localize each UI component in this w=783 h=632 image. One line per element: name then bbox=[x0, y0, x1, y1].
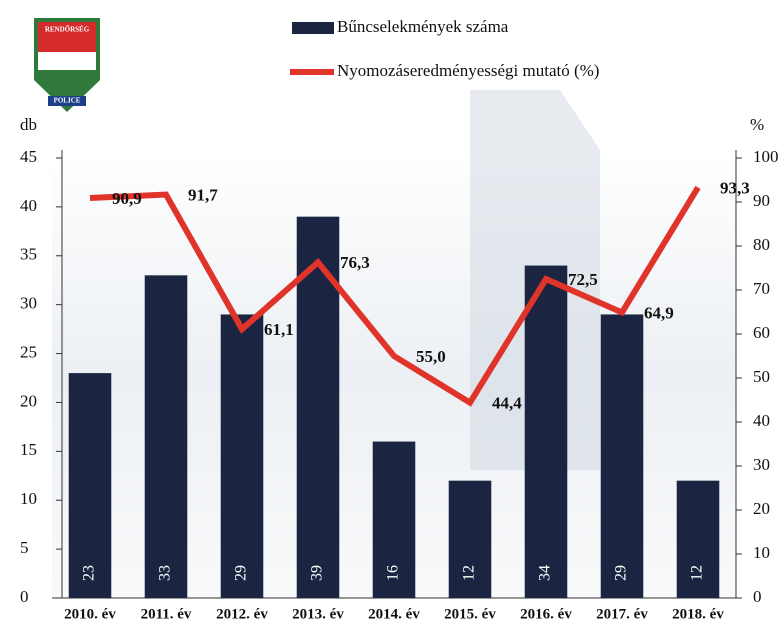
x-tick-label: 2013. év bbox=[292, 606, 344, 622]
y-tick-label: 40 bbox=[20, 196, 37, 215]
x-tick-label: 2010. év bbox=[64, 606, 116, 622]
line-value-label: 44,4 bbox=[492, 394, 522, 413]
line-value-label: 72,5 bbox=[568, 270, 598, 289]
x-tick-label: 2014. év bbox=[368, 606, 420, 622]
bar-value-label: 12 bbox=[689, 565, 706, 581]
line-value-label: 55,0 bbox=[416, 347, 446, 366]
bar-value-label: 29 bbox=[233, 565, 250, 581]
bar bbox=[525, 266, 568, 598]
y-tick-label: 10 bbox=[20, 489, 37, 508]
x-tick-label: 2017. év bbox=[596, 606, 648, 622]
line-value-label: 93,3 bbox=[720, 178, 750, 197]
bar-value-label: 12 bbox=[461, 565, 478, 581]
y-tick-label: 35 bbox=[20, 245, 37, 264]
bar-value-label: 23 bbox=[81, 565, 98, 581]
bar-value-label: 16 bbox=[385, 565, 402, 581]
line-value-label: 76,3 bbox=[340, 253, 370, 272]
bar-value-label: 39 bbox=[309, 565, 326, 581]
legend-swatch bbox=[292, 22, 334, 34]
bar bbox=[69, 373, 112, 598]
y-tick-label: 45 bbox=[20, 147, 37, 166]
y-tick-label: 30 bbox=[20, 294, 37, 313]
x-tick-label: 2018. év bbox=[672, 606, 724, 622]
y2-axis-label: % bbox=[750, 115, 764, 134]
x-tick-label: 2015. év bbox=[444, 606, 496, 622]
line-value-label: 64,9 bbox=[644, 303, 674, 322]
y2-tick-label: 100 bbox=[753, 147, 779, 166]
y2-tick-label: 30 bbox=[753, 455, 770, 474]
y-tick-label: 5 bbox=[20, 538, 29, 557]
y-tick-label: 0 bbox=[20, 587, 29, 606]
bar-value-label: 34 bbox=[537, 565, 554, 581]
logo-top-text: RENDŐRSÉG bbox=[45, 26, 90, 34]
line-value-label: 61,1 bbox=[264, 320, 294, 339]
chart: RENDŐRSÉG POLICE db % Bűncselekmények sz… bbox=[0, 0, 783, 632]
y2-tick-label: 90 bbox=[753, 191, 770, 210]
bar-value-label: 29 bbox=[613, 565, 630, 581]
logo-bottom-text: POLICE bbox=[54, 97, 81, 105]
y-axis-label: db bbox=[20, 115, 37, 134]
logo-white bbox=[38, 52, 96, 70]
bar bbox=[145, 275, 188, 598]
y2-tick-label: 40 bbox=[753, 411, 770, 430]
legend-label: Nyomozáseredményességi mutató (%) bbox=[337, 61, 599, 80]
y-tick-label: 25 bbox=[20, 342, 37, 361]
y2-tick-label: 10 bbox=[753, 543, 770, 562]
y2-tick-label: 50 bbox=[753, 367, 770, 386]
x-tick-label: 2012. év bbox=[216, 606, 268, 622]
x-tick-label: 2011. év bbox=[141, 606, 192, 622]
x-tick-label: 2016. év bbox=[520, 606, 572, 622]
legend-label: Bűncselekmények száma bbox=[337, 17, 509, 36]
y2-tick-label: 0 bbox=[753, 587, 762, 606]
line-value-label: 90,9 bbox=[112, 189, 142, 208]
y2-tick-label: 20 bbox=[753, 499, 770, 518]
y2-tick-label: 80 bbox=[753, 235, 770, 254]
y-tick-label: 20 bbox=[20, 391, 37, 410]
bar-value-label: 33 bbox=[157, 565, 174, 581]
y2-tick-label: 70 bbox=[753, 279, 770, 298]
y-tick-label: 15 bbox=[20, 440, 37, 459]
bar bbox=[601, 314, 644, 598]
y2-tick-label: 60 bbox=[753, 323, 770, 342]
bar bbox=[221, 314, 264, 598]
line-value-label: 91,7 bbox=[188, 185, 218, 204]
